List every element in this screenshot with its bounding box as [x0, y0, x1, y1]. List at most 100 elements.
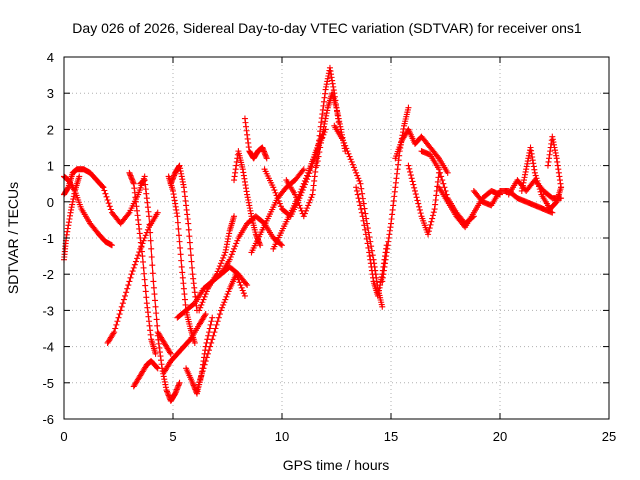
data-point [139, 253, 146, 260]
data-point [220, 254, 227, 261]
data-point [241, 292, 248, 299]
data-point [341, 139, 348, 146]
data-point [149, 270, 156, 277]
data-point [152, 303, 159, 310]
data-point [214, 268, 221, 275]
data-point [428, 218, 435, 225]
data-point [549, 209, 556, 216]
data-point [272, 189, 279, 196]
x-tick-label: 25 [602, 429, 616, 444]
data-point [200, 365, 207, 372]
data-point [106, 203, 113, 210]
data-point [302, 207, 309, 214]
data-point [357, 202, 364, 209]
data-point [142, 232, 149, 239]
data-point [295, 199, 302, 206]
data-point [113, 321, 120, 328]
data-point [115, 314, 122, 321]
data-point [315, 153, 322, 160]
data-point [300, 180, 307, 187]
data-point [119, 300, 126, 307]
data-point [297, 188, 304, 195]
data-point [179, 269, 186, 276]
data-point [359, 190, 366, 197]
data-point [305, 202, 312, 209]
data-point [131, 261, 138, 268]
data-point [355, 195, 362, 202]
data-point [536, 186, 543, 193]
data-point [228, 251, 235, 258]
data-point [201, 361, 208, 368]
data-point [153, 310, 160, 317]
data-point [301, 177, 308, 184]
data-point [235, 276, 242, 283]
data-point [99, 183, 106, 190]
data-point [356, 198, 363, 205]
data-point [153, 364, 160, 371]
data-point [362, 226, 369, 233]
data-point [232, 243, 239, 250]
data-point [430, 209, 437, 216]
data-point [298, 186, 305, 193]
data-track [392, 126, 451, 176]
data-point [135, 252, 142, 259]
data-track [379, 104, 412, 285]
data-point [407, 172, 414, 179]
data-point [197, 304, 204, 311]
data-point [304, 172, 311, 179]
data-point [219, 257, 226, 264]
data-point [537, 188, 544, 195]
data-point [406, 165, 413, 172]
data-point [357, 180, 364, 187]
data-point [147, 237, 154, 244]
data-point [177, 251, 184, 258]
data-point [405, 104, 412, 111]
data-point [317, 139, 324, 146]
data-point [206, 325, 213, 332]
data-track [193, 271, 248, 394]
data-point [205, 332, 212, 339]
data-track [544, 133, 565, 191]
data-point [178, 263, 185, 270]
data-point [441, 184, 448, 191]
data-track [61, 173, 83, 263]
data-point [117, 307, 124, 314]
series-layer [61, 64, 565, 404]
data-point [292, 191, 299, 198]
data-point [533, 175, 540, 182]
data-point [416, 203, 423, 210]
data-point [204, 350, 211, 357]
data-point [274, 195, 281, 202]
data-point [150, 284, 157, 291]
data-point [202, 291, 209, 298]
data-track [470, 187, 556, 216]
data-point [318, 135, 325, 142]
data-point [353, 184, 360, 191]
data-point [535, 183, 542, 190]
data-point [187, 245, 194, 252]
data-track [248, 166, 307, 256]
data-point [203, 354, 210, 361]
chart-title: Day 026 of 2026, Sidereal Day-to-day VTE… [72, 20, 582, 36]
data-point [152, 297, 159, 304]
data-point [360, 217, 367, 224]
data-point [201, 312, 208, 319]
data-point [120, 296, 127, 303]
data-point [196, 378, 203, 385]
data-track [196, 213, 238, 314]
y-tick-label: 4 [47, 50, 54, 65]
data-point [532, 172, 539, 179]
data-point [199, 299, 206, 306]
data-point [142, 288, 149, 295]
data-point [127, 274, 134, 281]
data-point [293, 194, 300, 201]
data-track [61, 173, 115, 249]
data-point [143, 294, 150, 301]
data-point [114, 318, 121, 325]
data-point [111, 329, 118, 336]
data-point [229, 248, 236, 255]
data-point [110, 330, 117, 337]
data-point [302, 175, 309, 182]
data-point [239, 287, 246, 294]
